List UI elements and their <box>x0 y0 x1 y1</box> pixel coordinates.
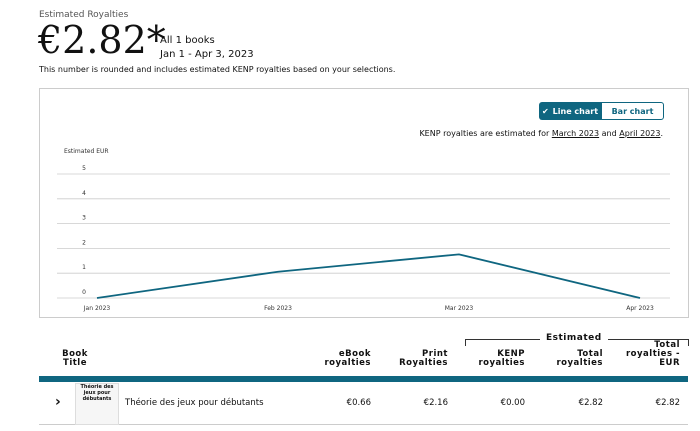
text: and <box>601 129 617 138</box>
line-chart-toggle[interactable]: ✔ Line chart <box>539 102 601 120</box>
line <box>96 253 641 299</box>
x-tick-label: Feb 2023 <box>264 305 292 312</box>
column-header: KENP royalties <box>478 349 525 368</box>
cell: €0.66 <box>346 398 371 408</box>
toggle-label: Line chart <box>552 106 599 116</box>
x-tick-label: Apr 2023 <box>626 305 654 312</box>
group-header: Estimated <box>540 333 608 343</box>
chart-panel <box>39 88 689 318</box>
cell: €2.16 <box>423 398 448 408</box>
y-tick-label: 2 <box>82 239 86 246</box>
books-count: All 1 books <box>160 35 215 46</box>
royalties-amount: €2.82* <box>38 18 166 62</box>
column-header: Print Royalties <box>399 349 448 368</box>
x-tick-label: Mar 2023 <box>445 305 474 312</box>
link[interactable]: April 2023 <box>619 129 661 138</box>
note: This number is rounded and includes esti… <box>39 65 396 74</box>
cell: €2.82 <box>655 398 680 408</box>
x-tick-label: Jan 2023 <box>83 305 111 312</box>
column-header: Total royalties - EUR <box>625 340 680 368</box>
text: . <box>660 129 663 138</box>
link[interactable]: March 2023 <box>551 129 600 138</box>
column-header: Book Title <box>62 349 88 368</box>
toggle-label: Bar chart <box>611 106 654 116</box>
cell: €2.82 <box>578 398 603 408</box>
kenp-note: KENP royalties are estimated for March 2… <box>419 129 663 138</box>
book-cover: Théorie des jeux pour débutants <box>75 383 119 425</box>
chart: Estimated EUR 0 1 2 3 4 5 Jan 2023 Feb 2023 Mar … <box>57 148 670 312</box>
y-tick-label: 3 <box>82 215 86 222</box>
cell: €0.00 <box>500 398 525 408</box>
row-border <box>39 424 688 425</box>
column-header: eBook royalties <box>324 349 371 368</box>
bar-chart-toggle[interactable]: Bar chart <box>601 102 664 120</box>
expand-chevron[interactable]: › <box>55 394 61 410</box>
y-axis-label: Estimated EUR <box>64 148 109 155</box>
royalties-label: Estimated Royalties <box>39 10 129 20</box>
text: KENP royalties are estimated for <box>419 129 550 138</box>
y-tick-label: 1 <box>82 264 86 271</box>
column-header: Total royalties <box>556 349 603 368</box>
y-tick-label: 5 <box>82 165 86 172</box>
y-tick-label: 4 <box>82 190 86 197</box>
header-bar <box>39 376 688 382</box>
y-tick-label: 0 <box>82 289 86 296</box>
book-title[interactable]: Théorie des jeux pour débutants <box>125 398 264 408</box>
date-range: Jan 1 - Apr 3, 2023 <box>160 49 254 60</box>
